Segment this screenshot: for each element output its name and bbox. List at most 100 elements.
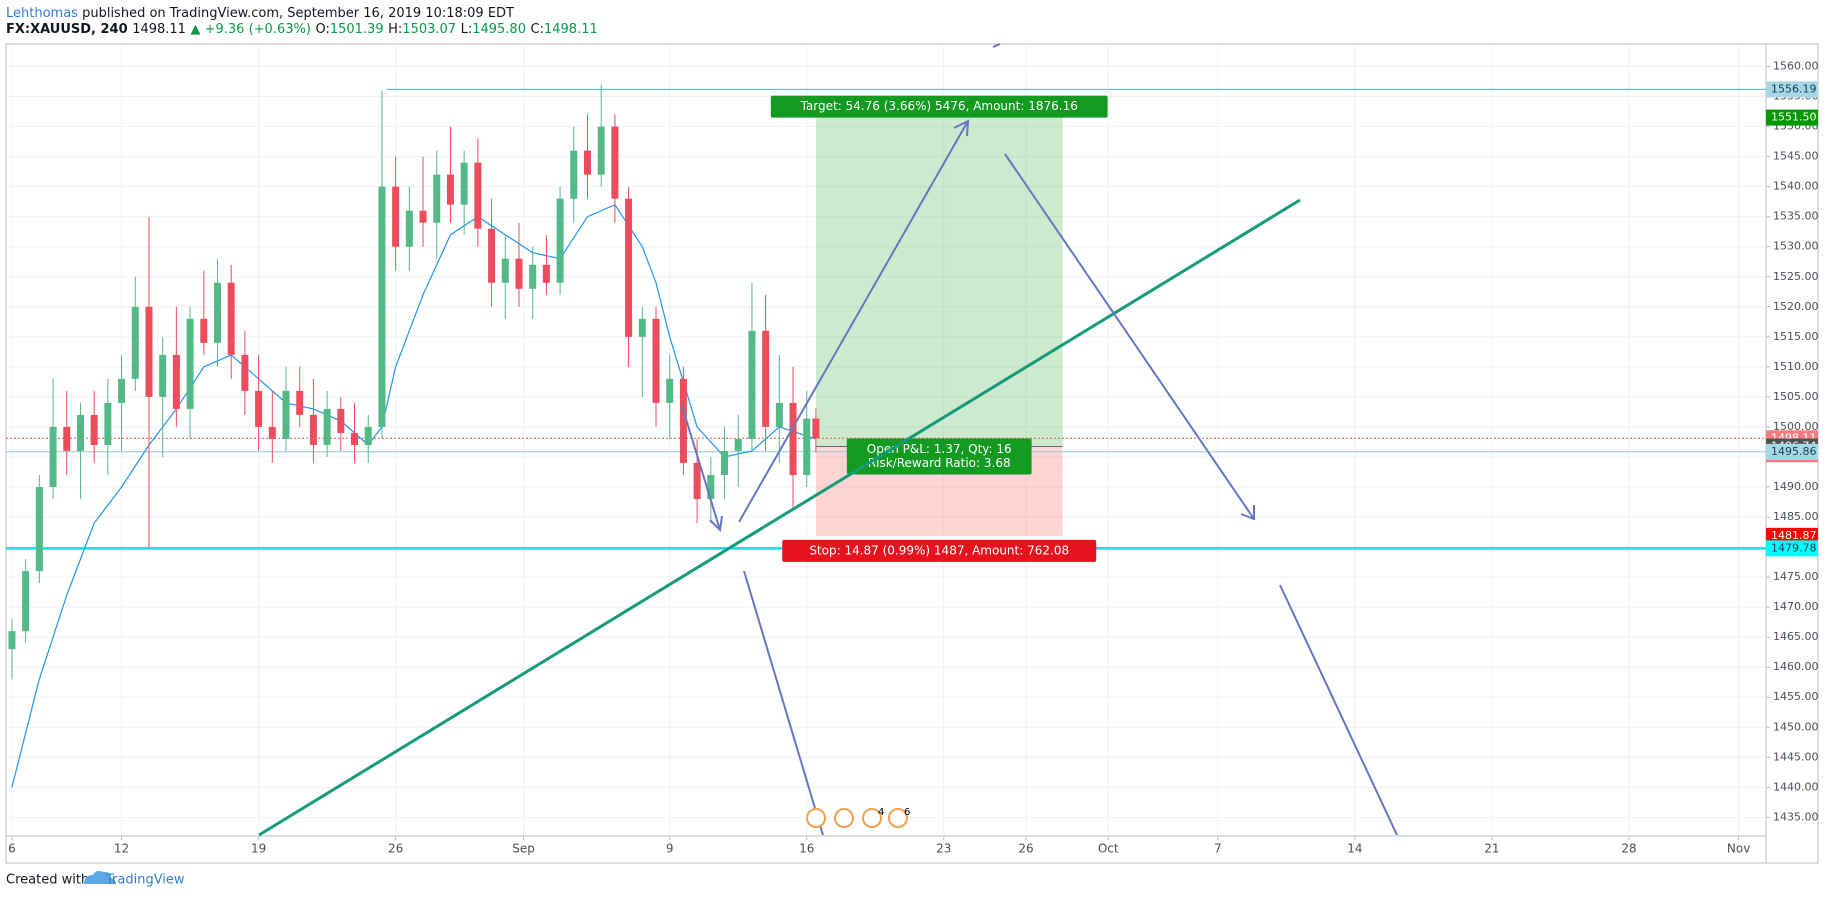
candle-body — [570, 150, 578, 199]
x-tick-label: 14 — [1347, 842, 1362, 856]
candle-body — [268, 426, 276, 439]
arrow — [681, 405, 721, 531]
candle-body — [364, 426, 372, 445]
x-tick-label: 6 — [8, 842, 16, 856]
candle-body — [118, 378, 126, 403]
candle-body — [446, 174, 454, 205]
candle-body — [337, 408, 345, 433]
candle-body — [474, 162, 482, 229]
footer-brand[interactable]: TradingView — [105, 873, 185, 888]
price-tag — [1766, 540, 1818, 557]
logo — [84, 871, 116, 884]
candle-body — [666, 378, 674, 403]
symbol-line: FX:XAUUSD, 240 1498.11 ▲ +9.36 (+0.63%) … — [6, 22, 598, 37]
target-label-box — [770, 95, 1108, 118]
ohlc-value: 1498.11 — [544, 22, 598, 37]
y-tick-label: 1440.00 — [1773, 780, 1819, 793]
author[interactable]: Lehthomas — [6, 6, 78, 21]
y-tick-label: 1460.00 — [1773, 660, 1819, 673]
candle-body — [611, 126, 619, 199]
candle-body — [488, 228, 496, 283]
event-count: 6 — [904, 807, 910, 818]
candle-body — [812, 418, 820, 439]
target-zone — [815, 117, 1063, 447]
candle-body — [200, 318, 208, 343]
x-tick-label: 23 — [936, 842, 951, 856]
candle-body — [35, 487, 43, 572]
event-icons: 4 6 — [806, 807, 910, 828]
drawings — [258, 43, 1398, 837]
y-tick-label: 1520.00 — [1773, 300, 1819, 313]
candle-body — [597, 126, 605, 175]
candle-body — [131, 306, 139, 379]
arrow-head — [709, 515, 723, 533]
candle-body — [378, 186, 386, 427]
pnl-label: Open P&L: 1.37, Qty: 16 — [867, 442, 1012, 456]
last-price: 1498.11 — [132, 22, 186, 37]
x-tick-label: 21 — [1484, 842, 1499, 856]
y-tick-label: 1540.00 — [1773, 180, 1819, 193]
y-tick-label: 1560.00 — [1773, 60, 1819, 73]
ohlc-value: 1501.39 — [330, 22, 384, 37]
price-tag — [1766, 109, 1818, 126]
x-tick-label: 28 — [1621, 842, 1636, 856]
ohlc-label: O: — [315, 22, 329, 37]
y-tick-label: 1515.00 — [1773, 330, 1819, 343]
candle-body — [90, 414, 98, 445]
candle-body — [351, 432, 359, 445]
event-count: 4 — [878, 807, 884, 818]
y-tick-label: 1545.00 — [1773, 150, 1819, 163]
y-tick-label: 1490.00 — [1773, 480, 1819, 493]
ohlc-value: 1503.07 — [402, 22, 456, 37]
x-tick-label: 26 — [388, 842, 403, 856]
candle-body — [638, 318, 646, 337]
candle-body — [583, 150, 591, 175]
candle-body — [392, 186, 400, 247]
y-tick-label: 1530.00 — [1773, 240, 1819, 253]
arrow-head — [953, 119, 970, 137]
arrow — [743, 570, 824, 836]
candle-body — [241, 354, 249, 391]
x-tick-label: 7 — [1214, 842, 1222, 856]
candle-body — [652, 318, 660, 403]
candle-body — [145, 306, 153, 397]
candle-body — [227, 282, 235, 355]
candle-body — [803, 418, 811, 475]
y-tick-label: 1470.00 — [1773, 600, 1819, 613]
arrows — [681, 43, 1398, 836]
candle-body — [282, 390, 290, 439]
y-tick-label: 1485.00 — [1773, 510, 1819, 523]
symbol: FX:XAUUSD, 240 — [6, 22, 128, 37]
trend-line — [258, 198, 1301, 837]
candle-body — [8, 631, 16, 650]
candle-body — [460, 162, 468, 205]
y-tick-label: 1455.00 — [1773, 690, 1819, 703]
candle-body — [323, 408, 331, 445]
arrow — [738, 120, 969, 523]
header-line: Lehthomas published on TradingView.com, … — [6, 6, 514, 21]
event-icon — [888, 808, 908, 828]
candle-body — [405, 210, 413, 247]
price-tag-label: 1556.19 — [1771, 82, 1817, 95]
x-tick-label: Nov — [1727, 842, 1750, 856]
candle-body — [213, 282, 221, 343]
event-icon — [862, 808, 882, 828]
x-tick-label: Oct — [1098, 842, 1119, 856]
candle-body — [501, 258, 509, 283]
candle-body — [186, 318, 194, 409]
ohlc-label: C: — [531, 22, 544, 37]
candle-body — [734, 438, 742, 451]
candle-body — [542, 264, 550, 283]
y-tick-label: 1535.00 — [1773, 210, 1819, 223]
event-icon — [806, 808, 826, 828]
target-label: Target: 54.76 (3.66%) 5476, Amount: 1876… — [800, 99, 1078, 113]
candle-body — [76, 414, 84, 451]
candle-body — [556, 198, 564, 283]
x-tick-label: 16 — [799, 842, 814, 856]
price-tag-label: 1551.50 — [1771, 111, 1817, 124]
candle-body — [63, 426, 71, 451]
candle-body — [433, 174, 441, 223]
candle-body — [625, 198, 633, 337]
